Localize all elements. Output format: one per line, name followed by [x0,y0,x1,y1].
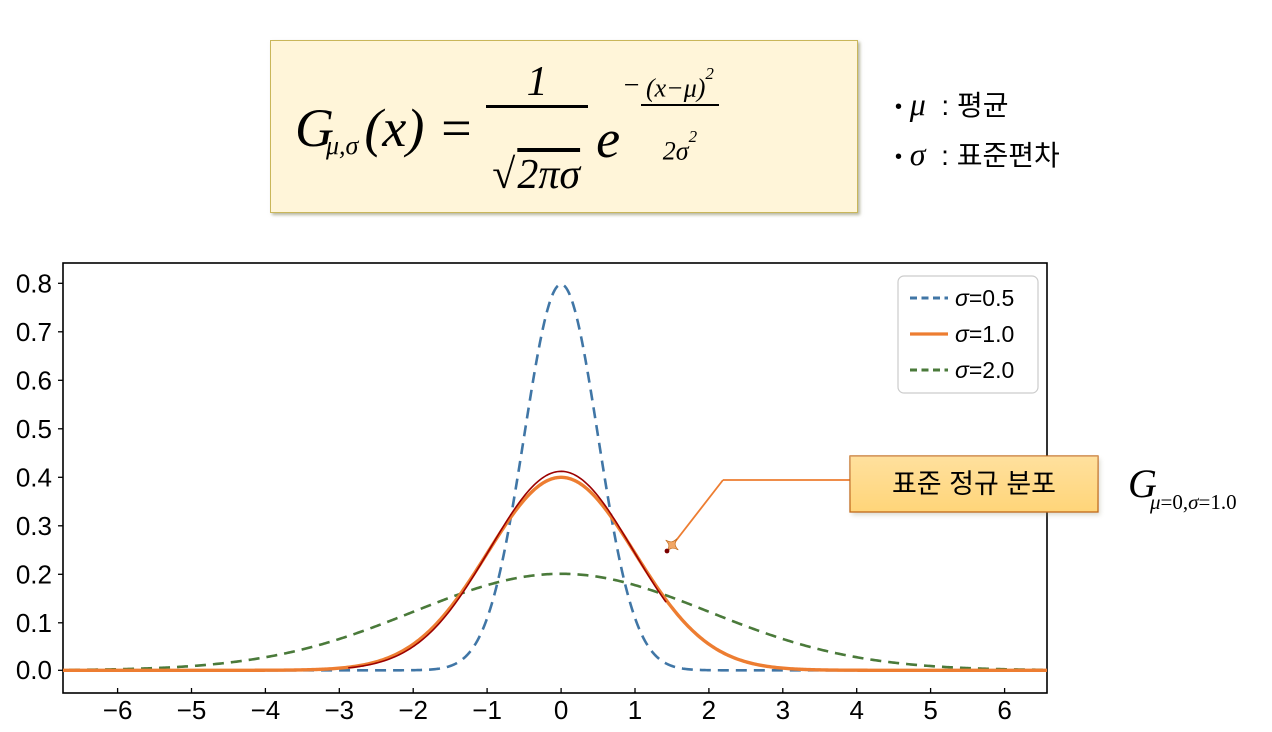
svg-text:−6: −6 [103,695,133,725]
svg-text:0.4: 0.4 [16,463,52,493]
svg-text:0.5: 0.5 [16,414,52,444]
svg-text:6: 6 [997,695,1011,725]
svg-text:0.7: 0.7 [16,317,52,347]
svg-text:−1: −1 [472,695,502,725]
svg-text:−2: −2 [398,695,428,725]
svg-text:표준 정규 분포: 표준 정규 분포 [892,469,1056,499]
svg-text:4: 4 [849,695,863,725]
svg-text:0: 0 [554,695,568,725]
svg-text:0.6: 0.6 [16,366,52,396]
svg-text:0.1: 0.1 [16,608,52,638]
svg-text:1: 1 [628,695,642,725]
svg-text:−4: −4 [251,695,281,725]
svg-text:−3: −3 [324,695,354,725]
svg-text:0.2: 0.2 [16,560,52,590]
svg-text:σ=0.5: σ=0.5 [955,285,1014,311]
svg-text:σ=2.0: σ=2.0 [955,357,1014,383]
svg-text:0.0: 0.0 [16,655,52,685]
svg-text:0.8: 0.8 [16,269,52,299]
svg-text:σ=1.0: σ=1.0 [955,321,1014,347]
svg-text:3: 3 [776,695,790,725]
svg-text:μ=0,σ=1.0: μ=0,σ=1.0 [1149,490,1237,514]
svg-text:2: 2 [702,695,716,725]
svg-text:0.3: 0.3 [16,511,52,541]
svg-text:5: 5 [923,695,937,725]
svg-text:−5: −5 [177,695,207,725]
